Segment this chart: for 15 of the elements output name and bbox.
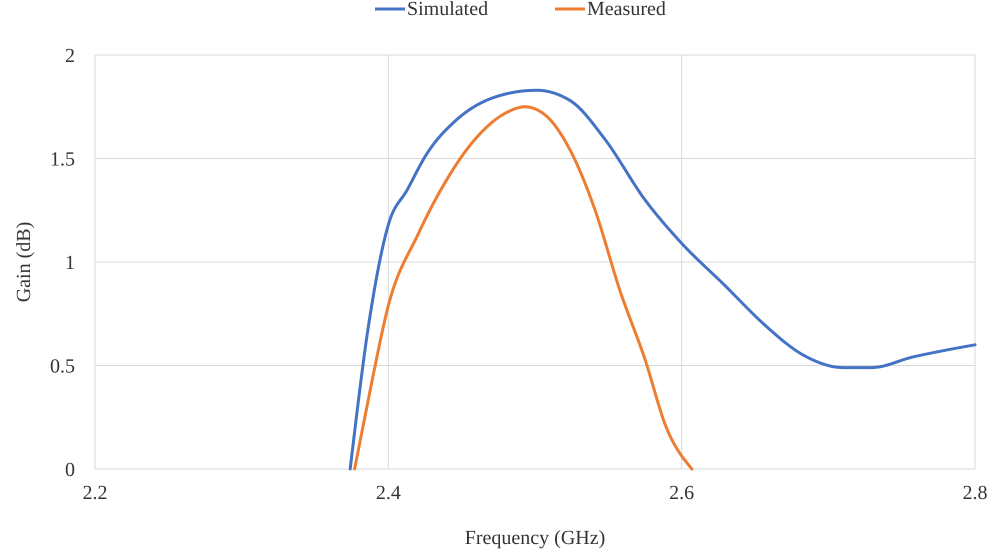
legend-label: Simulated: [407, 0, 488, 20]
y-axis-title: Gain (dB): [13, 222, 35, 302]
x-axis-title: Frequency (GHz): [464, 527, 606, 549]
y-tick-label: 1.5: [50, 148, 75, 170]
y-tick-label: 2: [65, 45, 75, 67]
x-tick-label: 2.4: [376, 482, 401, 504]
line-series: [353, 105, 694, 470]
y-tick-label: 1: [65, 252, 75, 274]
y-tick-label: 0.5: [50, 356, 75, 378]
line-series: [348, 88, 976, 470]
y-tick-label: 0: [65, 459, 75, 481]
x-tick-label: 2.8: [962, 482, 988, 504]
legend-label: Measured: [587, 0, 666, 20]
x-tick-label: 2.6: [669, 482, 694, 504]
x-tick-label: 2.2: [82, 482, 108, 504]
